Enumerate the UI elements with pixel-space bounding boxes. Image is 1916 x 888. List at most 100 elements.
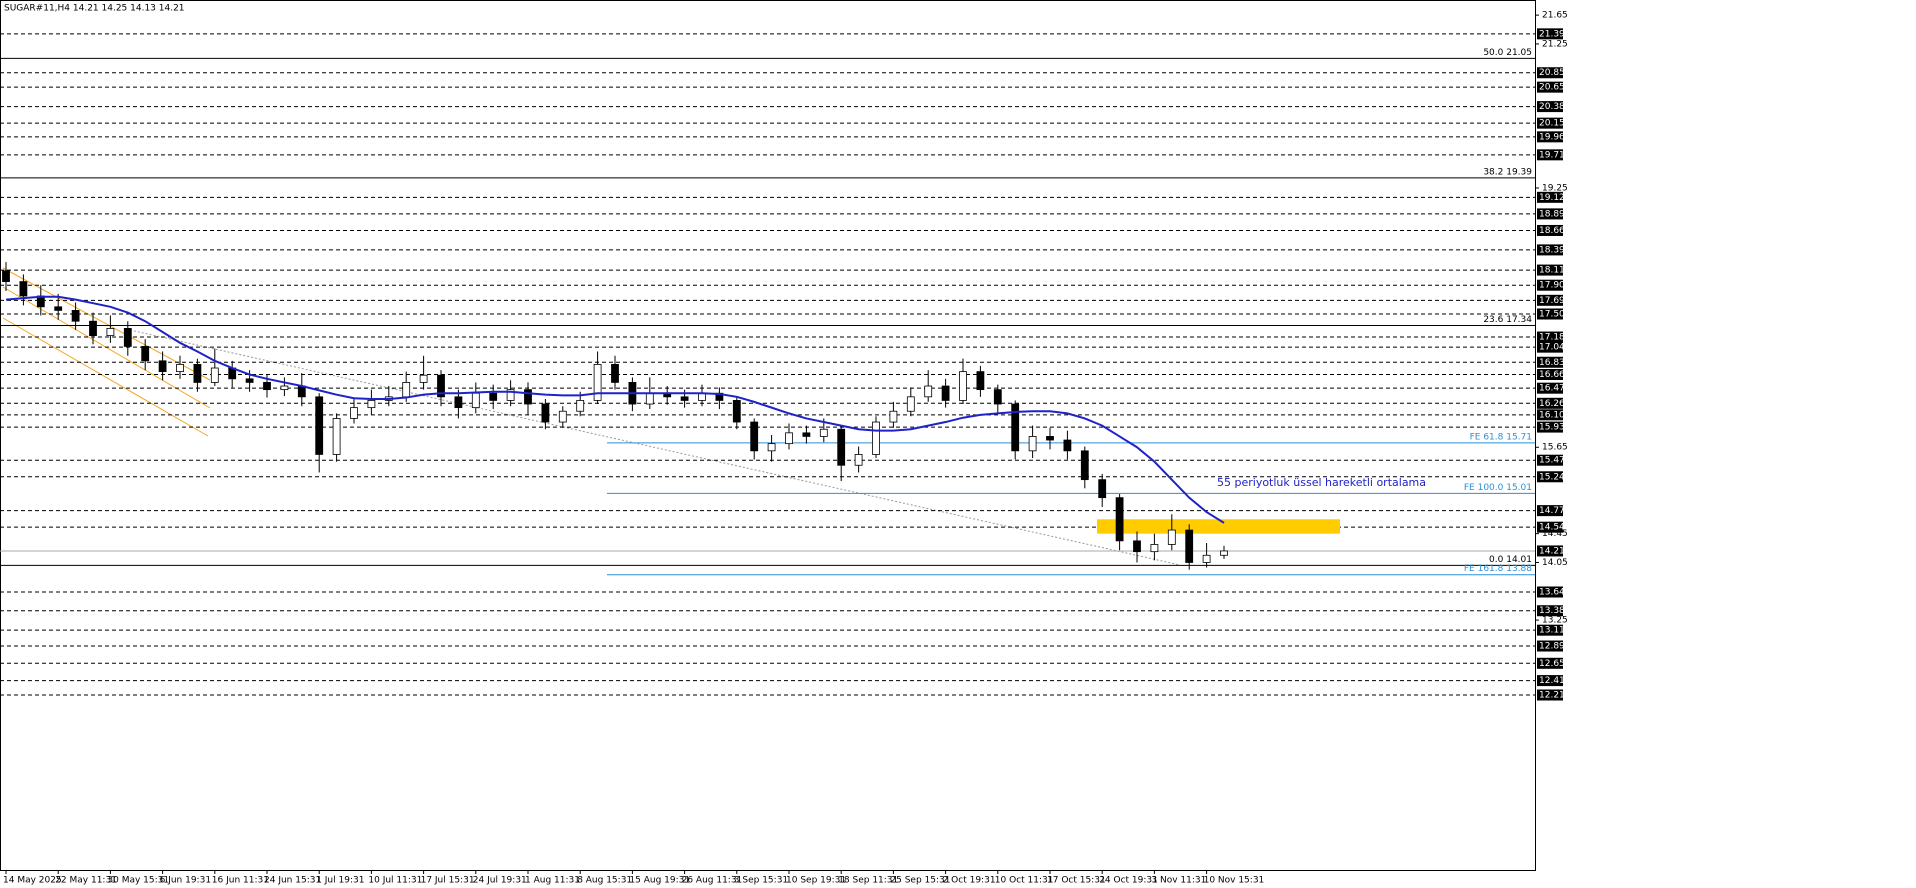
x-tick-label: 10 Sep 19:31 (786, 876, 846, 886)
x-tick-label: 26 Aug 11:31 (682, 876, 743, 886)
fe-label: FE 100.0 15.01 (1464, 483, 1532, 493)
level-box (1537, 341, 1563, 353)
candle-body (506, 389, 515, 401)
x-tick-label: 22 May 11:31 (55, 876, 117, 886)
level-box (1537, 421, 1563, 433)
candle-body (1220, 550, 1228, 556)
level-box (1537, 294, 1563, 306)
level-label: 15.24 (1539, 472, 1565, 482)
candle-body (210, 367, 219, 383)
level-label: 17.90 (1539, 281, 1565, 291)
candle-body (367, 400, 376, 409)
level-label: 17.04 (1539, 343, 1565, 353)
level-label: 13.11 (1539, 626, 1565, 636)
y-tick-label: 19.25 (1542, 183, 1568, 193)
plot-frame (0, 0, 1536, 871)
fib-label: 38.2 19.39 (1483, 167, 1532, 177)
y-tick-label: 21.25 (1542, 39, 1568, 49)
x-tick-label: 24 Jul 19:31 (473, 876, 527, 886)
level-box (1537, 521, 1563, 533)
level-box (1537, 356, 1563, 368)
candle-body (785, 432, 793, 445)
fib-label: 0.0 14.01 (1489, 555, 1532, 565)
channel-line (2, 267, 211, 381)
candle-body (71, 310, 80, 322)
candle-body (106, 328, 115, 337)
chart-title: SUGAR#11,H4 14.21 14.25 14.13 14.21 (4, 4, 185, 14)
level-box (1537, 101, 1563, 113)
candle-body (541, 403, 550, 423)
candle-body (193, 364, 202, 383)
annotation: 55 periyotluk üssel hareketli ortalama (1217, 476, 1426, 489)
price-box (1537, 545, 1563, 557)
x-tick-label: 2 Oct 19:31 (943, 876, 996, 886)
level-label: 19.96 (1539, 132, 1565, 142)
level-label: 21.39 (1539, 29, 1565, 39)
candle-body (419, 374, 428, 383)
x-tick-label: 1 Aug 11:31 (525, 876, 580, 886)
candle-body (245, 378, 254, 383)
ema-line (5, 295, 1225, 524)
level-label: 14.77 (1539, 506, 1565, 516)
level-label: 12.89 (1539, 642, 1565, 652)
candle-body (1011, 403, 1020, 452)
level-box (1537, 208, 1563, 220)
level-box (1537, 675, 1563, 687)
candle-body (332, 418, 341, 455)
level-label: 12.21 (1539, 690, 1565, 700)
fib-label: 50.0 21.05 (1483, 48, 1532, 58)
x-tick-label: 10 Nov 15:31 (1204, 876, 1265, 886)
level-box (1537, 308, 1563, 320)
x-tick-label: 18 Sep 11:31 (838, 876, 898, 886)
level-label: 14.54 (1539, 523, 1565, 533)
candle-body (993, 389, 1002, 405)
level-label: 20.65 (1539, 83, 1565, 93)
level-box (1537, 264, 1563, 276)
candle-body (454, 396, 463, 409)
x-tick-label: 17 Oct 15:31 (1047, 876, 1106, 886)
level-label: 18.39 (1539, 245, 1565, 255)
candle-body (593, 364, 602, 401)
candle-body (1046, 436, 1054, 441)
level-box (1537, 81, 1563, 93)
candle-body (611, 364, 619, 383)
candle-body (645, 392, 654, 405)
candle-body (941, 385, 950, 401)
level-box (1537, 471, 1563, 483)
y-tick-label: 14.45 (1542, 529, 1568, 539)
candle-body (19, 281, 28, 297)
x-tick-label: 15 Aug 19:31 (629, 876, 690, 886)
candle-body (767, 443, 776, 452)
candle-body (1167, 529, 1176, 545)
level-box (1537, 586, 1563, 598)
channel-line (2, 317, 209, 437)
candle-body (872, 421, 880, 455)
level-label: 20.85 (1539, 68, 1565, 78)
x-tick-label: 6 Jun 19:31 (160, 876, 211, 886)
trend-line (129, 329, 1181, 566)
level-label: 16.10 (1539, 410, 1565, 420)
candle-body (315, 396, 324, 455)
level-label: 12.41 (1539, 676, 1565, 686)
candle-body (1133, 540, 1141, 553)
level-box (1537, 657, 1563, 669)
level-box (1537, 689, 1563, 701)
level-box (1537, 191, 1563, 203)
level-box (1537, 117, 1563, 129)
level-box (1537, 244, 1563, 256)
x-tick-label: 8 Aug 15:31 (577, 876, 632, 886)
level-label: 17.18 (1539, 333, 1565, 343)
candle-body (263, 382, 271, 391)
x-tick-label: 3 Nov 11:31 (1151, 876, 1206, 886)
x-tick-label: 25 Sep 15:31 (890, 876, 950, 886)
level-label: 18.11 (1539, 266, 1565, 276)
candle-body (976, 371, 985, 391)
level-label: 18.89 (1539, 209, 1565, 219)
level-box (1537, 279, 1563, 291)
candle-body (924, 385, 933, 398)
candle-body (489, 392, 498, 401)
price-label: 14.21 (1539, 546, 1565, 556)
zone (1097, 519, 1340, 534)
candle-body (141, 346, 150, 362)
candle-body (819, 428, 828, 437)
